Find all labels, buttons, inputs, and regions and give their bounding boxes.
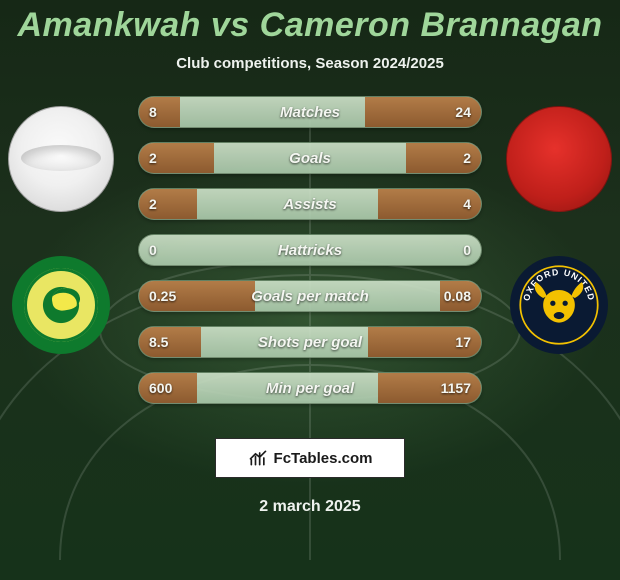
stat-label: Hattricks bbox=[278, 242, 342, 259]
stat-label: Shots per goal bbox=[258, 334, 362, 351]
date-label: 2 march 2025 bbox=[0, 498, 620, 516]
stat-value-right: 1157 bbox=[441, 380, 471, 396]
stat-row: 8 24 Matches bbox=[138, 96, 482, 128]
fctables-logo-icon bbox=[248, 448, 268, 468]
watermark: FcTables.com bbox=[215, 438, 405, 478]
stat-value-right: 0 bbox=[463, 242, 471, 258]
club-badge-left bbox=[12, 256, 110, 354]
stat-bar-left bbox=[139, 189, 197, 219]
club-badge-right: OXFORD UNITED bbox=[510, 256, 608, 354]
oxford-badge-icon: OXFORD UNITED bbox=[515, 261, 603, 349]
stat-label: Goals per match bbox=[251, 288, 369, 305]
stat-row: 0 0 Hattricks bbox=[138, 234, 482, 266]
stat-value-left: 2 bbox=[149, 196, 157, 212]
stat-value-left: 8.5 bbox=[149, 334, 168, 350]
watermark-text: FcTables.com bbox=[274, 450, 373, 467]
stat-bar-left bbox=[139, 97, 180, 127]
stat-label: Matches bbox=[280, 104, 340, 121]
page-title: Amankwah vs Cameron Brannagan bbox=[0, 0, 620, 45]
player-photo-right bbox=[506, 106, 612, 212]
stat-value-left: 600 bbox=[149, 380, 172, 396]
stat-value-left: 0.25 bbox=[149, 288, 176, 304]
stat-value-right: 0.08 bbox=[444, 288, 471, 304]
stat-value-right: 24 bbox=[455, 104, 471, 120]
stat-label: Goals bbox=[289, 150, 331, 167]
player-photo-left bbox=[8, 106, 114, 212]
stat-rows: 824Matches22Goals24Assists00Hattricks0.2… bbox=[138, 96, 482, 418]
subtitle: Club competitions, Season 2024/2025 bbox=[0, 55, 620, 72]
stat-value-right: 17 bbox=[455, 334, 471, 350]
stat-label: Assists bbox=[283, 196, 336, 213]
stat-row: 600 1157 Min per goal bbox=[138, 372, 482, 404]
comparison-panel: OXFORD UNITED 824Matches22Goals24Assists… bbox=[0, 96, 620, 426]
stat-value-left: 2 bbox=[149, 150, 157, 166]
stat-label: Min per goal bbox=[266, 380, 354, 397]
stat-row: 0.25 0.08 Goals per match bbox=[138, 280, 482, 312]
stat-row: 2 2 Goals bbox=[138, 142, 482, 174]
stat-row: 8.5 17 Shots per goal bbox=[138, 326, 482, 358]
stat-value-right: 4 bbox=[463, 196, 471, 212]
stat-row: 2 4 Assists bbox=[138, 188, 482, 220]
stat-value-left: 0 bbox=[149, 242, 157, 258]
stat-value-left: 8 bbox=[149, 104, 157, 120]
stat-value-right: 2 bbox=[463, 150, 471, 166]
